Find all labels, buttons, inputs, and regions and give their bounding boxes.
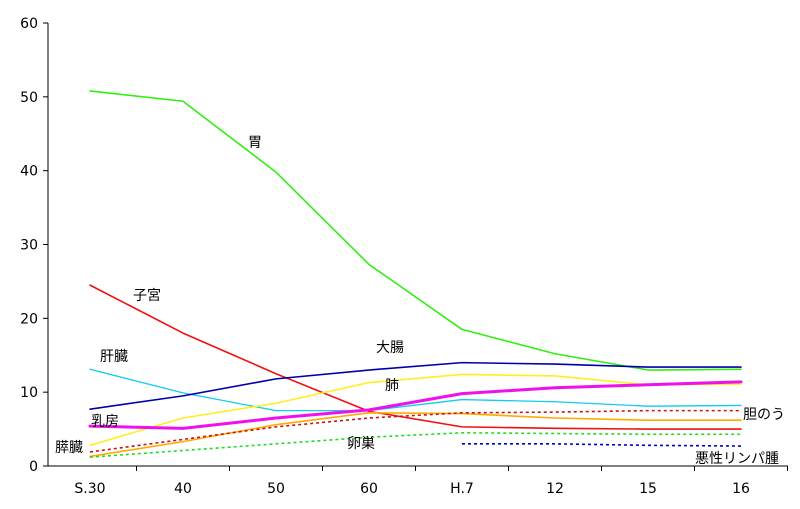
series-line-3 — [89, 368, 742, 412]
y-tick-label: 0 — [29, 459, 38, 475]
series-line-6 — [88, 380, 743, 430]
y-tick-label: 10 — [20, 385, 38, 401]
series-line-1 — [89, 90, 742, 371]
series-line-2 — [89, 284, 742, 430]
x-tick-label: H.7 — [450, 481, 474, 497]
y-tick-label: 30 — [20, 238, 38, 254]
series-line-9 — [89, 431, 741, 458]
series-label-4: 大腸 — [376, 340, 404, 356]
y-tick-label: 50 — [20, 90, 38, 106]
x-tick-label: 12 — [546, 481, 564, 497]
series-label-2: 子宮 — [133, 288, 161, 304]
x-tick-label: 15 — [639, 481, 657, 497]
y-tick-label: 60 — [20, 16, 38, 32]
series-label-7: 膵臓 — [55, 440, 83, 456]
x-tick-label: 40 — [174, 481, 192, 497]
series-line-7 — [89, 412, 742, 458]
series-line-4 — [89, 361, 742, 410]
x-tick-label: 50 — [267, 481, 285, 497]
series-label-6: 乳房 — [91, 414, 119, 430]
x-tick-label: S.30 — [74, 481, 105, 497]
x-tick-label: 16 — [732, 481, 750, 497]
series-line-5 — [89, 373, 742, 447]
y-tick-label: 40 — [20, 164, 38, 180]
series-label-1: 胃 — [248, 135, 262, 151]
series-label-5: 肺 — [385, 378, 399, 394]
x-tick-label: 60 — [360, 481, 378, 497]
series-label-9: 卵巣 — [347, 436, 375, 452]
series-line-10 — [462, 443, 742, 447]
series-label-10: 悪性リンパ腫 — [695, 451, 779, 467]
series-label-3: 肝臓 — [100, 349, 128, 365]
y-tick-label: 20 — [20, 311, 38, 327]
series-label-8: 胆のう — [743, 407, 785, 423]
series-line-8 — [89, 409, 741, 453]
